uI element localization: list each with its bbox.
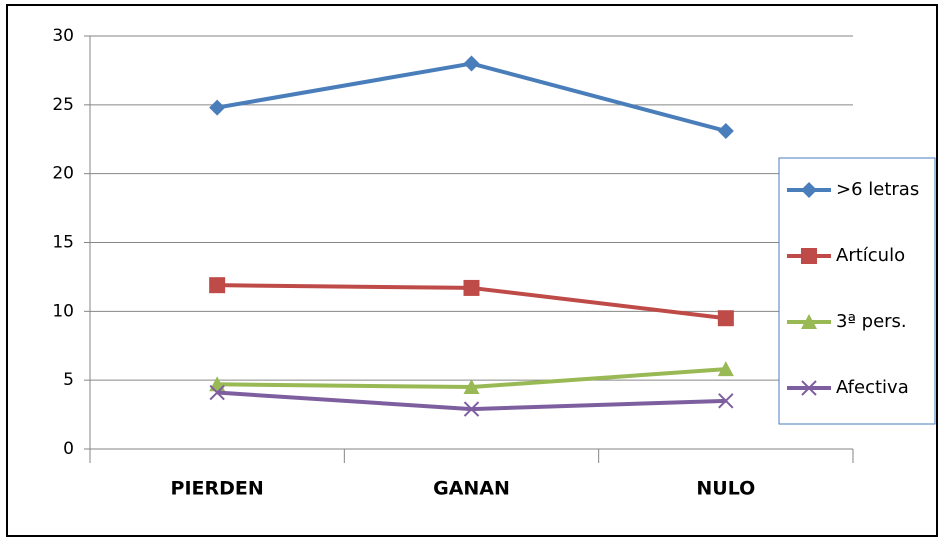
y-tick-label: 5 xyxy=(63,370,74,390)
x-tick-label: NULO xyxy=(696,478,755,500)
data-point xyxy=(463,55,480,72)
y-tick-label: 25 xyxy=(52,95,74,115)
x-tick-label: PIERDEN xyxy=(171,478,264,500)
legend-marker xyxy=(801,380,817,396)
data-point xyxy=(717,310,734,327)
legend-label: 3ª pers. xyxy=(836,311,907,332)
y-tick-label: 0 xyxy=(63,439,74,459)
legend-marker xyxy=(801,314,817,329)
data-point xyxy=(717,361,734,377)
data-point xyxy=(463,401,480,417)
data-point xyxy=(209,277,226,294)
data-point xyxy=(209,384,225,401)
legend-marker xyxy=(801,182,817,198)
data-point xyxy=(718,393,734,409)
x-tick-label: GANAN xyxy=(433,478,510,500)
data-point xyxy=(463,379,480,395)
y-tick-label: 10 xyxy=(52,301,74,321)
legend-box xyxy=(778,157,936,425)
legend-marker xyxy=(801,248,817,264)
legend-label: Artículo xyxy=(836,245,905,266)
data-point xyxy=(463,279,480,296)
data-point xyxy=(209,99,226,116)
y-tick-label: 20 xyxy=(52,164,74,184)
data-point xyxy=(717,122,734,139)
legend-label: Afectiva xyxy=(836,377,909,398)
y-tick-label: 30 xyxy=(52,26,74,46)
y-tick-label: 15 xyxy=(52,233,74,253)
legend-label: >6 letras xyxy=(836,179,919,200)
